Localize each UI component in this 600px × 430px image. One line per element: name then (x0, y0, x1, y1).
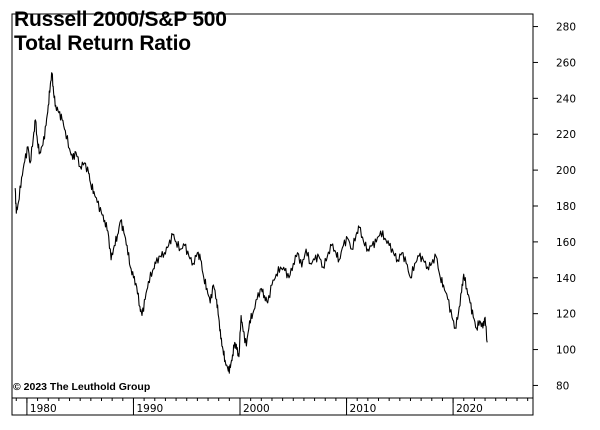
chart-title-line-2: Total Return Ratio (14, 32, 191, 55)
y-tick-label: 220 (556, 129, 576, 141)
y-tick-label: 140 (556, 273, 576, 285)
series-group (14, 72, 488, 374)
copyright-note: © 2023 The Leuthold Group (13, 381, 151, 393)
x-tick-label: 2020 (456, 403, 483, 415)
x-tick-label: 1990 (136, 403, 163, 415)
y-tick-label: 280 (556, 22, 576, 34)
x-tick-label: 1980 (30, 403, 57, 415)
y-tick-label: 260 (556, 57, 576, 69)
y-tick-label: 100 (556, 345, 576, 357)
series-line (14, 72, 488, 374)
y-tick-label: 200 (556, 165, 576, 177)
x-axis-strip (11, 397, 534, 416)
y-axis: 80 100 120 140 160 180 200 220 240 260 280 (533, 22, 576, 392)
y-tick-label: 120 (556, 309, 576, 321)
y-tick-label: 80 (556, 380, 569, 392)
y-tick-label: 240 (556, 93, 576, 105)
plot-frame (11, 13, 534, 399)
x-tick-label: 2010 (350, 403, 377, 415)
y-tick-label: 160 (556, 237, 576, 249)
x-tick-label: 2000 (243, 403, 270, 415)
y-tick-label: 180 (556, 201, 576, 213)
x-axis: 1980 1990 2000 2010 2020 (15, 398, 529, 415)
